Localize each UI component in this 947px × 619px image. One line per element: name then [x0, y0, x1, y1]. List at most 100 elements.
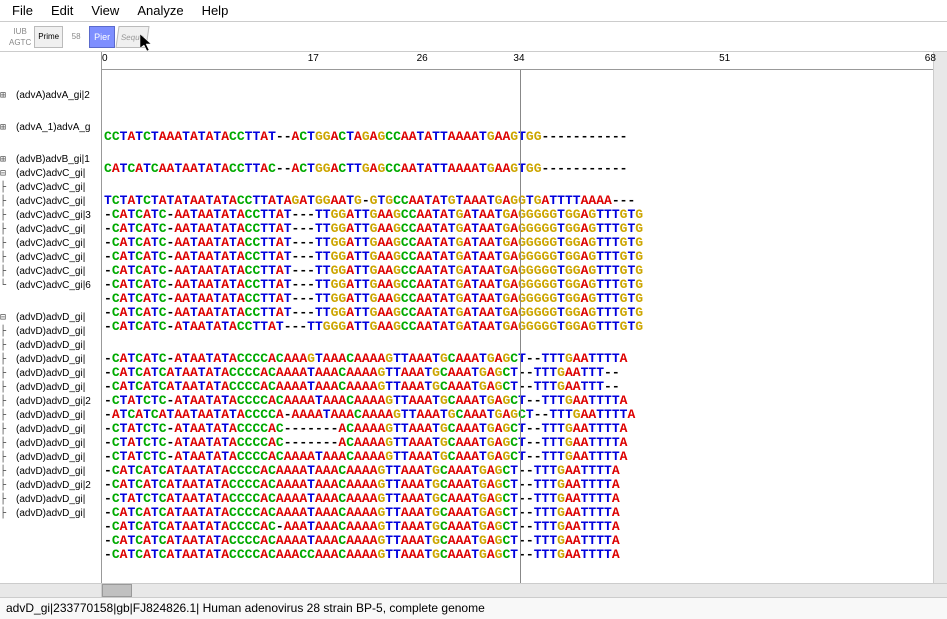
sequence-name-row[interactable]: ├(advD)advD_gi|	[0, 506, 101, 520]
sequence-name-row[interactable]: ├(advD)advD_gi|	[0, 380, 101, 394]
sequence-name-row[interactable]: ├(advD)advD_gi|	[0, 408, 101, 422]
sequence-row[interactable]: -CATCATC-AATAATATACCTTAT---TTGGATTGAAGCC…	[102, 250, 933, 264]
tree-toggle-icon: ├	[0, 494, 16, 505]
sequence-row[interactable]: -CATCATC-ATAATATACCTTAT---TTGGGATTGAAGCC…	[102, 320, 933, 334]
tree-toggle-icon[interactable]: ⊟	[0, 312, 16, 323]
menu-bar: File Edit View Analyze Help	[0, 0, 947, 22]
sequence-row[interactable]: -CTATCTC-ATAATATACCCCAC-------ACAAAAGTTA…	[102, 422, 933, 436]
sequence-name-row[interactable]: ⊟(advC)advC_gi|	[0, 166, 101, 180]
position-ruler: 01726345168	[102, 52, 933, 70]
sequence-name-row[interactable]: ⊞(advA_1)advA_g	[0, 120, 101, 134]
sequence-name-row[interactable]: ├(advC)advC_gi|	[0, 194, 101, 208]
sequence-row[interactable]: -CTATCTC-ATAATATACCCCACAAAATAAACAAAAGTTA…	[102, 450, 933, 464]
sequence-name-row[interactable]: ├(advC)advC_gi|	[0, 250, 101, 264]
sequence-name-row[interactable]: ├(advD)advD_gi|2	[0, 394, 101, 408]
sequence-name-row[interactable]: ├(advD)advD_gi|	[0, 450, 101, 464]
sequence-name-row[interactable]: └(advC)advC_gi|6	[0, 278, 101, 292]
toolbar: IUB AGTC Prime 58 Pier Seque	[0, 22, 947, 52]
sequence-row[interactable]: -CATCATC-AATAATATACCTTAT---TTGGATTGAAGCC…	[102, 264, 933, 278]
tree-toggle-icon[interactable]: ⊟	[0, 168, 16, 179]
sequence-row[interactable]: -CATCATCATAATATACCCCACAAAATAAACAAAAGTTAA…	[102, 506, 933, 520]
sequence-row[interactable]: -CATCATCATAATATACCCCACAAACCAAACAAAAGTTAA…	[102, 548, 933, 562]
sequence-name-label: (advD)advD_gi|	[16, 326, 85, 337]
sequence-row[interactable]: -CTATCTCATAATATACCCCACAAAATAAACAAAAGTTAA…	[102, 492, 933, 506]
sequence-row[interactable]: -CATCATC-AATAATATACCTTAT---TTGGATTGAAGCC…	[102, 292, 933, 306]
menu-help[interactable]: Help	[202, 3, 229, 18]
sequence-row[interactable]: -CATCATCATAATATACCCCAC-AAATAAACAAAAGTTAA…	[102, 520, 933, 534]
ruler-tick: 51	[719, 53, 730, 64]
sequence-row[interactable]: CCTATCTAAATATATACCTTAT--ACTGGACTAGAGCCAA…	[102, 130, 933, 144]
tree-toggle-icon: ├	[0, 480, 16, 491]
toolbar-pier-button[interactable]: Pier	[89, 26, 115, 48]
sequence-name-label: (advA_1)advA_g	[16, 122, 91, 133]
sequence-row[interactable]: -ATCATCATAATAATATACCCCA-AAAATAAACAAAAGTT…	[102, 408, 933, 422]
tree-toggle-icon: ├	[0, 396, 16, 407]
sequence-row[interactable]: -CATCATC-AATAATATACCTTAT---TTGGATTGAAGCC…	[102, 222, 933, 236]
tree-toggle-icon: ├	[0, 340, 16, 351]
ruler-tick: 0	[102, 53, 108, 64]
tree-toggle-icon: ├	[0, 452, 16, 463]
sequence-name-label: (advD)advD_gi|	[16, 382, 85, 393]
sequence-row[interactable]: -CTATCTC-ATAATATACCCCACAAAATAAACAAAAGTTA…	[102, 394, 933, 408]
cursor-position-line	[520, 52, 521, 583]
sequence-name-row[interactable]: ├(advC)advC_gi|	[0, 236, 101, 250]
sequence-row[interactable]: -CATCATCATAATATACCCCACAAAATAAACAAAAGTTAA…	[102, 464, 933, 478]
sequence-row[interactable]: -CATCATC-AATAATATACCTTAT---TTGGATTGAAGCC…	[102, 306, 933, 320]
sequence-name-row[interactable]: ├(advD)advD_gi|	[0, 338, 101, 352]
sequence-row[interactable]: -CATCATCATAATATACCCCACAAAATAAACAAAAGTTAA…	[102, 380, 933, 394]
tree-toggle-icon: ├	[0, 368, 16, 379]
menu-analyze[interactable]: Analyze	[137, 3, 183, 18]
sequence-name-row[interactable]: ├(advD)advD_gi|2	[0, 478, 101, 492]
sequence-name-row[interactable]: ├(advD)advD_gi|	[0, 366, 101, 380]
sequence-name-row[interactable]: ├(advD)advD_gi|	[0, 436, 101, 450]
tree-toggle-icon: ├	[0, 424, 16, 435]
sequence-name-label: (advC)advC_gi|	[16, 182, 85, 193]
status-bar: advD_gi|233770158|gb|FJ824826.1| Human a…	[0, 597, 947, 619]
sequence-row[interactable]: -CATCATCATAATATACCCCACAAAATAAACAAAAGTTAA…	[102, 534, 933, 548]
tree-toggle-icon: ├	[0, 224, 16, 235]
sequence-row[interactable]: -CATCATC-ATAATATACCCCACAAAGTAAACAAAAGTTA…	[102, 352, 933, 366]
sequence-row[interactable]: -CTATCTC-ATAATATACCCCAC-------ACAAAAGTTA…	[102, 436, 933, 450]
vertical-scrollbar[interactable]	[933, 52, 947, 583]
ruler-tick: 34	[513, 53, 524, 64]
sequence-name-row[interactable]: ├(advD)advD_gi|	[0, 324, 101, 338]
sequence-row[interactable]: -CATCATCATAATATACCCCACAAAATAAACAAAAGTTAA…	[102, 478, 933, 492]
sequence-name-row[interactable]: ⊞(advA)advA_gi|2	[0, 88, 101, 102]
hscroll-track[interactable]	[102, 584, 947, 597]
sequence-name-row[interactable]: ├(advC)advC_gi|	[0, 222, 101, 236]
sequence-name-row[interactable]: ⊞(advB)advB_gi|1	[0, 152, 101, 166]
sequence-name-row[interactable]: ├(advD)advD_gi|	[0, 352, 101, 366]
sequence-name-label: (advC)advC_gi|	[16, 168, 85, 179]
sequence-name-label: (advC)advC_gi|	[16, 224, 85, 235]
sequence-name-label: (advD)advD_gi|	[16, 354, 85, 365]
tree-toggle-icon[interactable]: ⊞	[0, 90, 16, 101]
sequence-name-row[interactable]: ├(advC)advC_gi|	[0, 180, 101, 194]
sequence-name-row[interactable]: ⊟(advD)advD_gi|	[0, 310, 101, 324]
alignment-main: ⊞(advA)advA_gi|2⊞(advA_1)advA_g⊞(advB)ad…	[0, 52, 947, 583]
hscroll-spacer	[0, 584, 102, 597]
sequence-row[interactable]: -CATCATC-AATAATATACCTTAT---TTGGATTGAAGCC…	[102, 208, 933, 222]
sequence-row[interactable]: -CATCATC-AATAATATACCTTAT---TTGGATTGAAGCC…	[102, 236, 933, 250]
sequence-row[interactable]: -CATCATC-AATAATATACCTTAT---TTGGATTGAAGCC…	[102, 278, 933, 292]
sequence-row[interactable]: CATCATCAATAATATACCTTAC--ACTGGACTTGAGCCAA…	[102, 162, 933, 176]
toolbar-primers-button[interactable]: Prime	[34, 26, 63, 48]
tree-toggle-icon[interactable]: ⊞	[0, 154, 16, 165]
hscroll-thumb[interactable]	[102, 584, 132, 597]
sequence-name-row[interactable]: ├(advD)advD_gi|	[0, 422, 101, 436]
menu-file[interactable]: File	[12, 3, 33, 18]
sequence-row[interactable]: TCTATCTATATAATATACCTTATAGATGGAATG-GTGCCA…	[102, 194, 933, 208]
menu-view[interactable]: View	[91, 3, 119, 18]
sequence-panel[interactable]: CCTATCTAAATATATACCTTAT--ACTGGACTAGAGCCAA…	[102, 52, 933, 583]
toolbar-58-label: 58	[63, 26, 89, 48]
tree-toggle-icon[interactable]: ⊞	[0, 122, 16, 133]
horizontal-scrollbar[interactable]	[0, 583, 947, 597]
sequence-name-row[interactable]: ├(advC)advC_gi|	[0, 264, 101, 278]
sequence-row[interactable]: -CATCATCATAATATACCCCACAAAATAAACAAAAGTTAA…	[102, 366, 933, 380]
sequence-name-row[interactable]: ├(advD)advD_gi|	[0, 492, 101, 506]
menu-edit[interactable]: Edit	[51, 3, 73, 18]
toolbar-seque-button[interactable]: Seque	[116, 26, 150, 48]
sequence-name-row[interactable]: ├(advC)advC_gi|3	[0, 208, 101, 222]
sequence-name-row[interactable]: ├(advD)advD_gi|	[0, 464, 101, 478]
sequence-name-label: (advC)advC_gi|3	[16, 210, 91, 221]
tree-toggle-icon: ├	[0, 238, 16, 249]
